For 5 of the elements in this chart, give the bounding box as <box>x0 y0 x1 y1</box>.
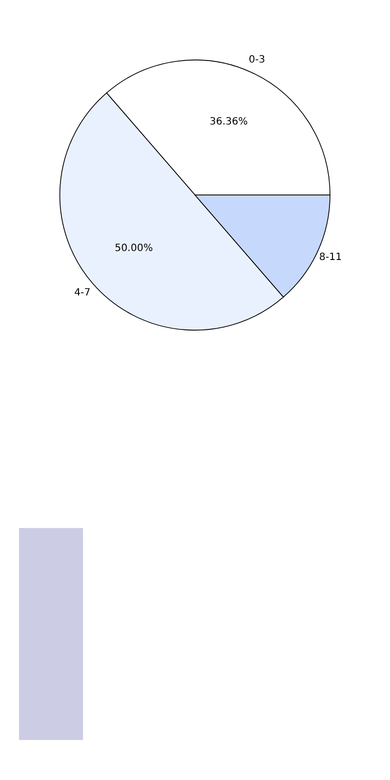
slice-label: 0-3 <box>248 54 266 66</box>
slice-label: 4-7 <box>74 288 91 299</box>
slice-label: 8-11 <box>319 252 342 263</box>
data-label: 36.36% <box>210 116 248 128</box>
data-label: 50.00% <box>114 243 153 254</box>
